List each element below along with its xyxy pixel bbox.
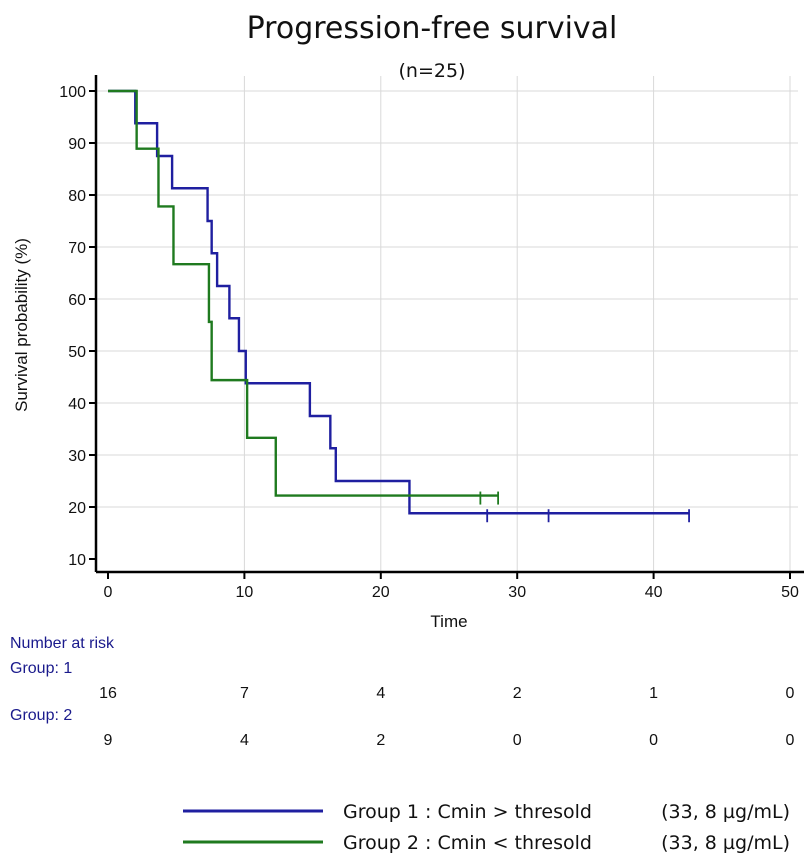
legend-label: Group 2 : Cmin < thresold (343, 832, 592, 854)
y-tick-label: 90 (68, 136, 86, 153)
x-tick-label: 40 (645, 584, 663, 601)
risk-count: 0 (649, 732, 658, 749)
y-tick-label: 30 (68, 448, 86, 465)
y-tick-label: 10 (68, 552, 86, 569)
risk-count: 0 (513, 732, 522, 749)
risk-group-label: Group: 1 (10, 660, 72, 677)
x-tick-label: 20 (372, 584, 390, 601)
risk-count: 1 (649, 685, 658, 702)
series-line-group-1 (108, 89, 690, 515)
y-tick-label: 100 (59, 84, 86, 101)
chart-subtitle: (n=25) (399, 60, 466, 82)
y-tick-label: 40 (68, 396, 86, 413)
risk-count: 4 (240, 732, 249, 749)
risk-count: 7 (240, 685, 249, 702)
risk-count: 2 (376, 732, 385, 749)
gridlines (96, 76, 798, 572)
risk-table: Group: 1 16 7 4 2 1 0 Group: 2 9 4 2 0 0 0 (10, 660, 795, 749)
legend-detail: (33, 8 µg/mL) (661, 801, 790, 823)
risk-count: 0 (786, 685, 795, 702)
series (108, 89, 690, 523)
risk-count: 2 (513, 685, 522, 702)
x-tick-label: 0 (104, 584, 113, 601)
legend-label: Group 1 : Cmin > thresold (343, 801, 592, 823)
risk-count: 0 (786, 732, 795, 749)
risk-count: 4 (376, 685, 385, 702)
x-tick-label: 10 (236, 584, 254, 601)
risk-count: 9 (104, 732, 113, 749)
risk-count: 16 (99, 685, 117, 702)
legend-detail: (33, 8 µg/mL) (661, 832, 790, 854)
chart-title: Progression-free survival (247, 11, 618, 46)
y-tick-label: 80 (68, 188, 86, 205)
y-tick-label: 20 (68, 500, 86, 517)
x-tick-label: 50 (781, 584, 799, 601)
risk-table-heading: Number at risk (10, 635, 115, 652)
x-tick-label: 30 (508, 584, 526, 601)
y-tick-label: 50 (68, 344, 86, 361)
axes: 0 10 20 30 40 50 10 20 30 40 50 60 70 80 90 100 (59, 75, 804, 601)
y-tick-label: 70 (68, 240, 86, 257)
y-tick-label: 60 (68, 292, 86, 309)
legend: Group 1 : Cmin > thresold (33, 8 µg/mL) Gr… (183, 801, 790, 854)
x-axis-label: Time (430, 612, 467, 631)
y-axis-label: Survival probability (%) (12, 238, 31, 412)
risk-group-label: Group: 2 (10, 707, 72, 724)
series-line-group-2 (108, 89, 499, 497)
